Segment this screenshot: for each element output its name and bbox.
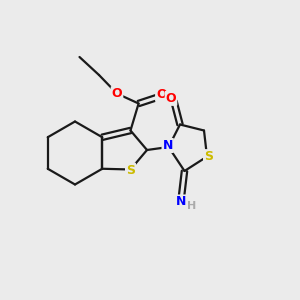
Text: O: O [166, 92, 176, 105]
Text: S: S [126, 164, 135, 177]
Text: N: N [176, 195, 187, 208]
Text: H: H [187, 201, 196, 212]
Text: S: S [204, 150, 213, 163]
Text: O: O [112, 87, 122, 100]
Text: O: O [156, 88, 167, 101]
Text: N: N [163, 139, 173, 152]
